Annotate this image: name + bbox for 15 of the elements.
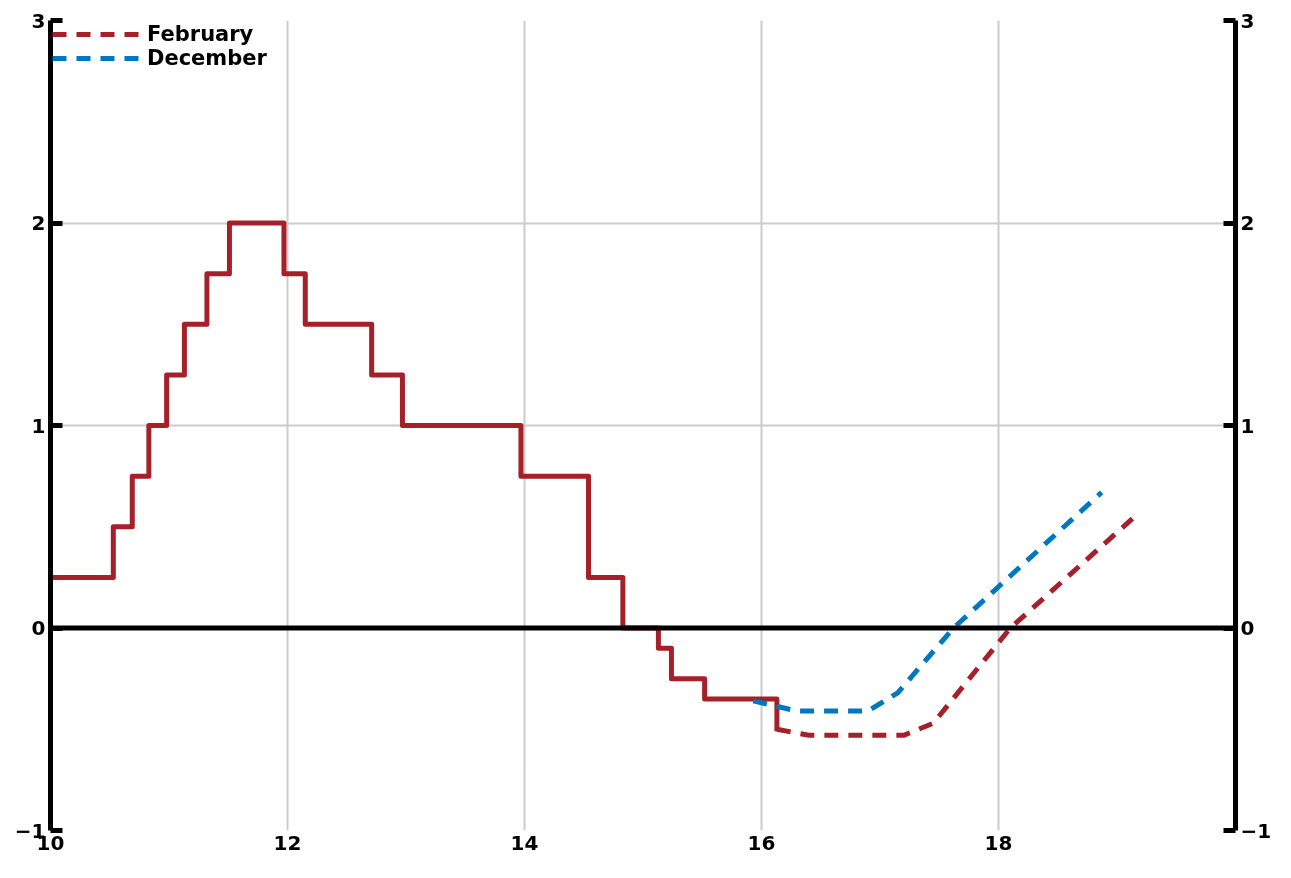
legend-label: December [147,46,267,70]
y-tick-label: 1 [31,413,46,438]
y-tick-label: 0 [31,616,46,640]
x-tick-label: 12 [273,830,302,855]
y2-tick-label: 3 [1240,8,1255,33]
legend-label: February [147,22,254,46]
y-tick-label: 3 [31,8,46,33]
x-tick-label: 16 [747,830,776,855]
x-tick-label: 14 [510,830,539,855]
x-tick-label: 18 [984,830,1013,855]
y2-tick-label: 0 [1240,616,1255,640]
y-tick-label: 2 [31,211,46,235]
y2-tick-label: 1 [1240,413,1255,438]
y2-tick-label: 2 [1240,211,1255,235]
y2-tick-label: −1 [1240,818,1272,843]
